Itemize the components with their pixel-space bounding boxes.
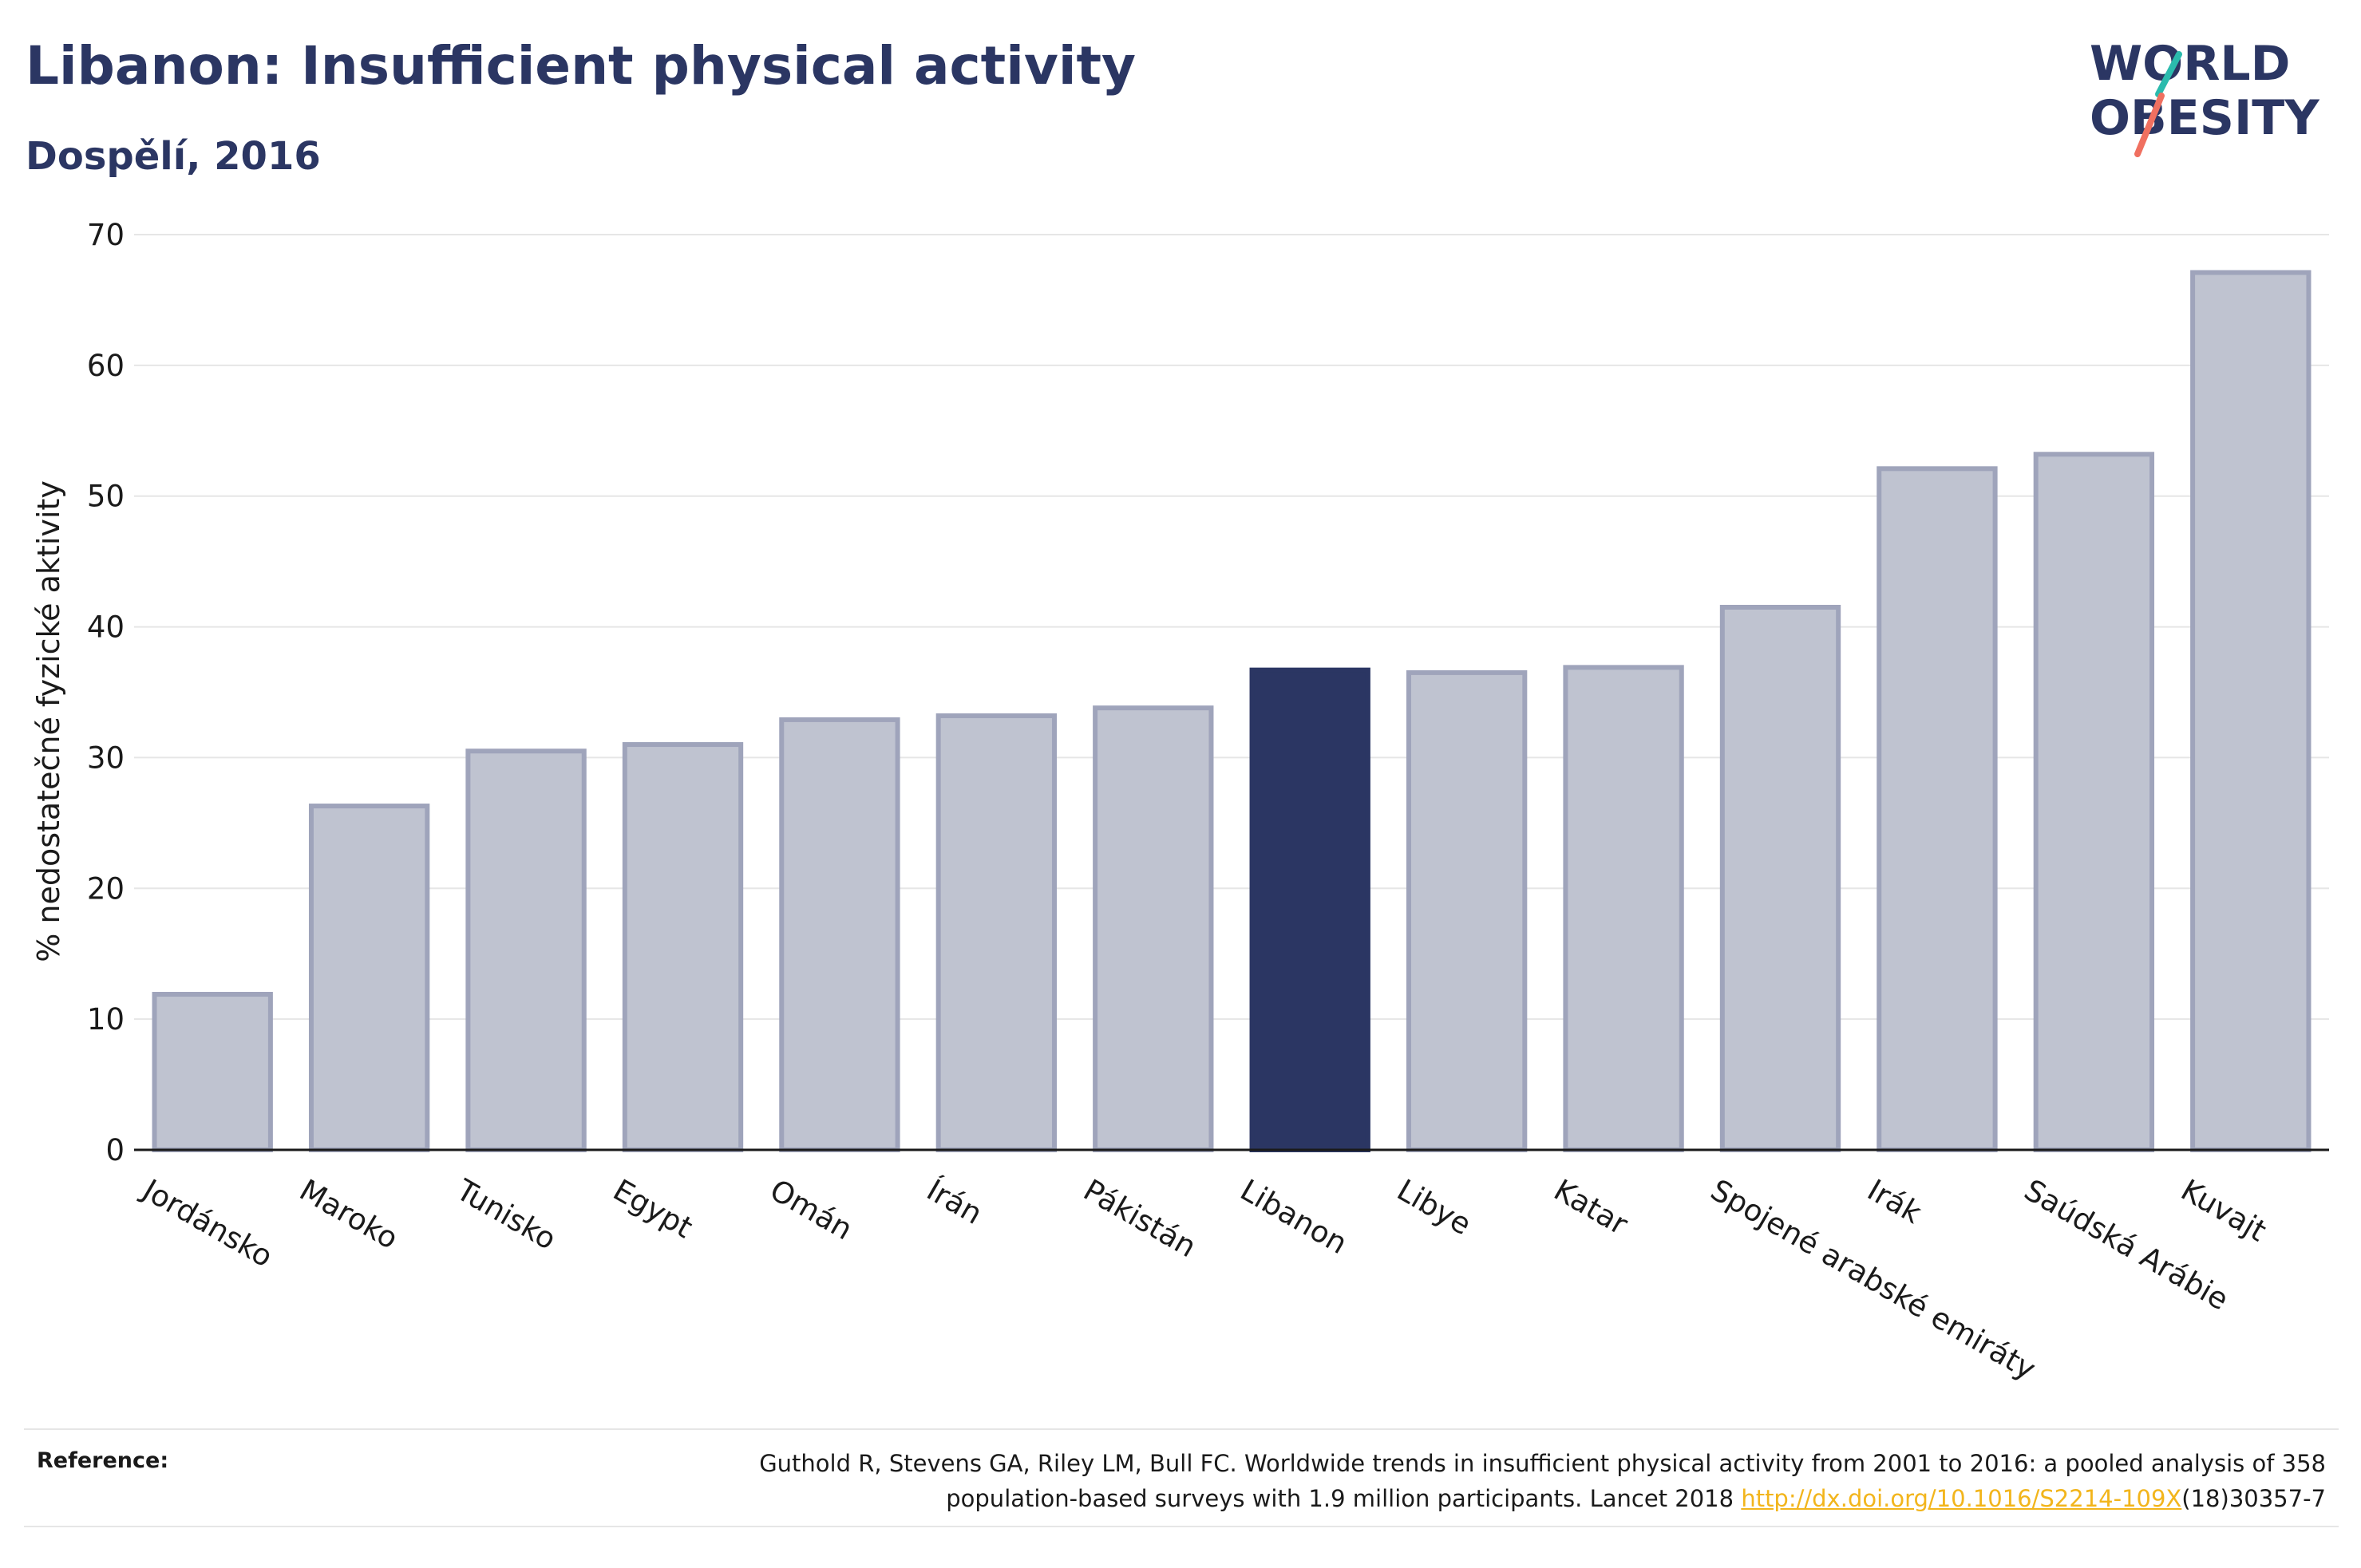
y-tick-label: 70	[87, 218, 125, 252]
y-tick-label: 30	[87, 741, 125, 775]
chart-title: Libanon: Insufficient physical activity	[26, 35, 1137, 97]
x-tick-label: Jordánsko	[136, 1172, 279, 1274]
reference-bottom-divider	[24, 1526, 2339, 1527]
bar-omán[interactable]	[779, 717, 900, 1152]
bar-chart: 0 10 20 30 40 50 60 70 Jordánsko Maroko Tunisko Egy…	[31, 218, 2329, 1387]
x-tick-label: Libanon	[1235, 1173, 1353, 1262]
y-tick-label: 60	[87, 349, 125, 383]
logo-line-world: WORLD	[2090, 36, 2290, 92]
logo-slash-coral	[2134, 93, 2165, 157]
y-tick-label: 20	[87, 871, 125, 906]
x-tick-label: Omán	[764, 1173, 858, 1247]
y-tick-label: 10	[87, 1002, 125, 1037]
reference-doi-link[interactable]: http://dx.doi.org/10.1016/S2214-109X	[1741, 1485, 2182, 1512]
x-tick-label: Pákistán	[1078, 1173, 1202, 1265]
chart-subtitle: Dospělí, 2016	[26, 134, 321, 179]
x-tick-label: Maroko	[294, 1173, 404, 1256]
x-tick-label: Kuvajt	[2175, 1173, 2272, 1249]
reference-line-2: population-based surveys with 1.9 millio…	[946, 1485, 1742, 1512]
gridlines	[134, 234, 2329, 1021]
y-tick-label: 50	[87, 480, 125, 514]
logo-slash-teal	[2155, 51, 2182, 97]
bar-tunisko[interactable]	[465, 748, 587, 1152]
bar-spojené-arabské-emiráty[interactable]	[1719, 604, 1841, 1152]
bar-katar[interactable]	[1563, 665, 1684, 1152]
y-tick-label: 0	[105, 1133, 125, 1167]
bar-írán[interactable]	[935, 713, 1058, 1152]
y-tick-label: 40	[87, 610, 125, 645]
reference-line-2-end: (18)30357-7	[2181, 1485, 2326, 1512]
world-obesity-logo: WORLD OBESITY	[2090, 36, 2320, 157]
bar-jordánsko[interactable]	[152, 992, 273, 1153]
x-tick-label: Írán	[921, 1172, 989, 1231]
bar-saúdská-arábie[interactable]	[2033, 452, 2155, 1152]
reference-label: Reference:	[37, 1448, 169, 1473]
reference-line-1: Guthold R, Stevens GA, Riley LM, Bull FC…	[759, 1450, 2326, 1477]
x-tick-label: Katar	[1548, 1173, 1635, 1242]
bars	[152, 270, 2312, 1153]
x-tick-label: Irák	[1861, 1173, 1928, 1231]
bar-kuvajt[interactable]	[2190, 270, 2312, 1153]
x-tick-label: Libye	[1391, 1173, 1477, 1242]
bar-libanon[interactable]	[1249, 667, 1370, 1152]
logo-line-obesity: OBESITY	[2090, 90, 2320, 146]
bar-maroko[interactable]	[308, 804, 430, 1152]
bar-libye[interactable]	[1406, 669, 1528, 1152]
x-tick-label: Egypt	[607, 1173, 698, 1246]
bar-pákistán[interactable]	[1093, 705, 1214, 1152]
reference-top-divider	[24, 1428, 2339, 1430]
y-axis-label: % nedostatečné fyzické aktivity	[31, 480, 66, 962]
bar-irák[interactable]	[1877, 466, 1998, 1152]
reference-text: Guthold R, Stevens GA, Riley LM, Bull FC…	[490, 1446, 2326, 1516]
x-tick-label: Tunisko	[450, 1172, 562, 1257]
bar-egypt[interactable]	[622, 742, 744, 1152]
